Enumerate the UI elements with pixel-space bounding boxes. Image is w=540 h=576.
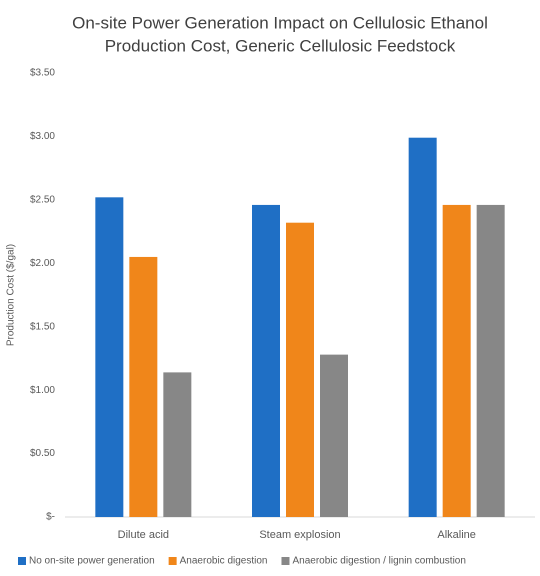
bar <box>442 204 471 517</box>
y-tick-label: $- <box>46 512 55 523</box>
bar <box>129 256 158 517</box>
bar <box>320 354 348 517</box>
x-tick-label: Steam explosion <box>259 529 340 541</box>
y-tick-label: $1.50 <box>30 321 55 332</box>
y-tick-label: $3.50 <box>30 68 55 79</box>
bar <box>408 137 437 517</box>
legend-label: Anaerobic digestion / lignin combustion <box>292 556 465 567</box>
y-tick-label: $1.00 <box>30 385 55 396</box>
y-tick-label: $2.00 <box>30 258 55 269</box>
y-tick-label: $0.50 <box>30 448 55 459</box>
legend-swatch <box>18 557 26 565</box>
bar <box>163 372 192 517</box>
x-tick-label: Alkaline <box>437 529 476 541</box>
bar <box>286 222 314 518</box>
legend-label: Anaerobic digestion <box>180 556 268 567</box>
chart-title: Production Cost, Generic Cellulosic Feed… <box>105 36 456 55</box>
legend-label: No on-site power generation <box>29 556 155 567</box>
legend-swatch <box>168 557 177 565</box>
y-tick-label: $3.00 <box>30 131 55 142</box>
bar <box>95 197 124 517</box>
x-tick-label: Dilute acid <box>118 529 169 541</box>
chart-title: On-site Power Generation Impact on Cellu… <box>72 13 488 32</box>
bar <box>476 204 505 517</box>
y-tick-label: $2.50 <box>30 194 55 205</box>
bar <box>252 204 280 517</box>
legend-swatch <box>281 557 290 565</box>
y-axis-label: Production Cost ($/gal) <box>6 244 17 346</box>
